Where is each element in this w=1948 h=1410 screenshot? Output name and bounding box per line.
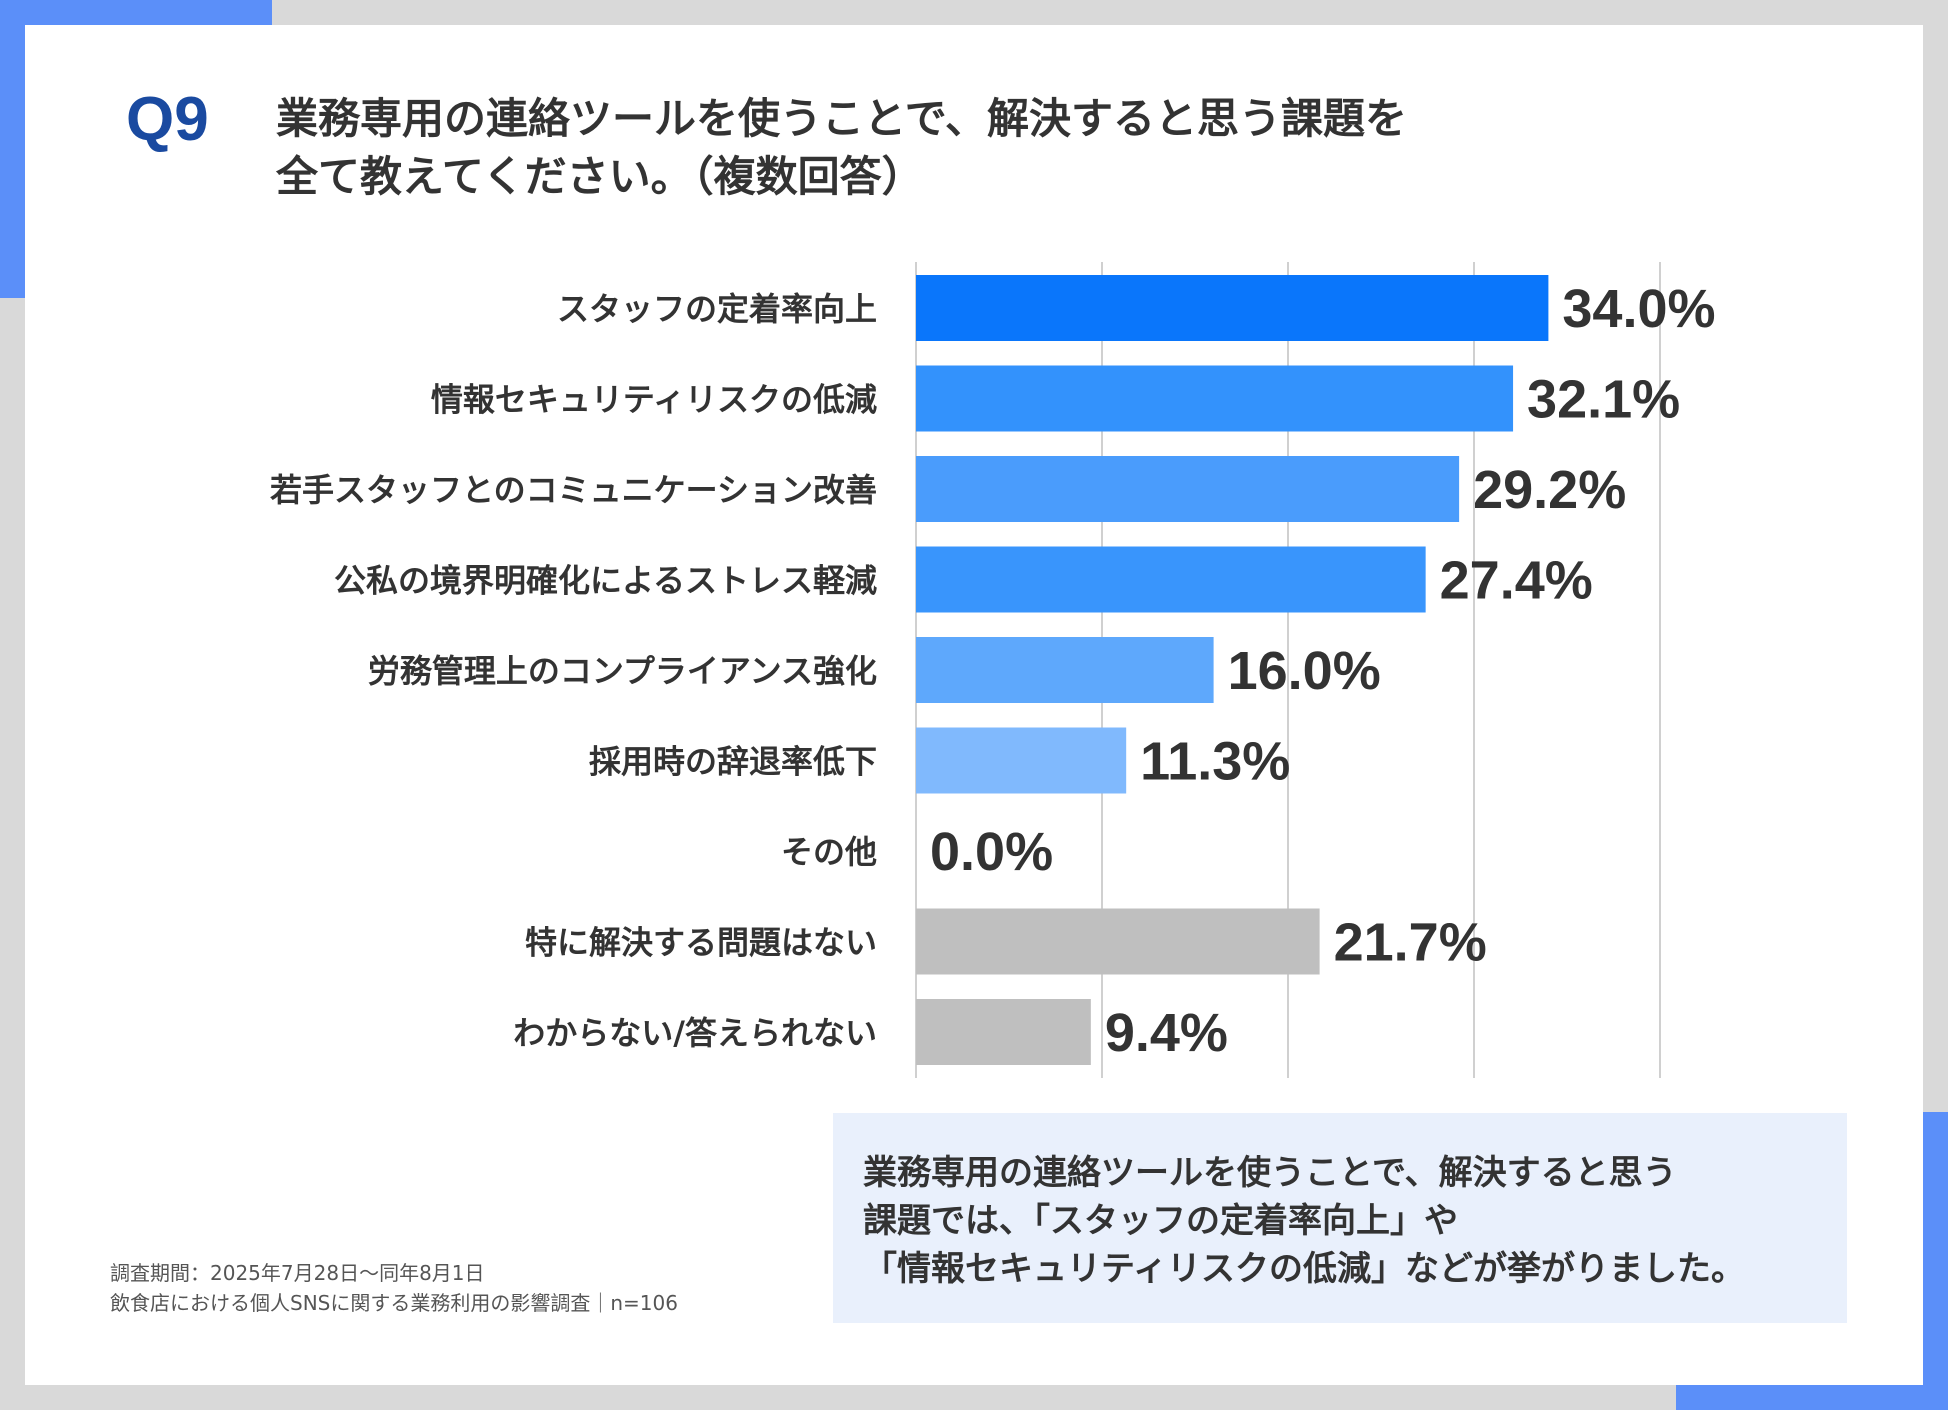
category-label: スタッフの定着率向上 [557, 290, 877, 328]
category-label: 労務管理上のコンプライアンス強化 [368, 652, 877, 690]
corner-accent-top-left-horizontal [0, 0, 272, 25]
value-label: 34.0% [1562, 279, 1715, 339]
corner-accent-bottom-right-vertical [1923, 1112, 1948, 1410]
summary-line-2: 課題では、「スタッフの定着率向上」や [863, 1201, 1458, 1241]
value-label: 27.4% [1440, 551, 1593, 611]
bar [916, 365, 1514, 432]
summary-line-1: 業務専用の連絡ツールを使うことで、解決すると思う [863, 1153, 1677, 1193]
value-label: 32.1% [1527, 370, 1680, 430]
survey-source: 飲食店における個人SNSに関する業務利用の影響調査｜n=106 [110, 1291, 678, 1315]
corner-accent-top-left-vertical [0, 0, 25, 298]
bar [916, 637, 1214, 703]
summary-line-3: 「情報セキュリティリスクの低減」などが挙がりました。 [863, 1249, 1745, 1289]
category-label: 採用時の辞退率低下 [589, 743, 877, 781]
category-label: わからない/答えられない [513, 1014, 877, 1052]
question-title: 業務専用の連絡ツールを使うことで、解決すると思う課題を 全て教えてください。（複… [276, 90, 1676, 206]
category-label: その他 [781, 833, 877, 871]
survey-period: 調査期間：2025年7月28日～同年8月1日 [110, 1261, 485, 1285]
bar [916, 727, 1127, 794]
corner-accent-bottom-right-horizontal [1676, 1385, 1948, 1410]
category-label: 若手スタッフとのコミュニケーション改善 [270, 471, 877, 509]
value-label: 29.2% [1473, 460, 1626, 520]
bar [916, 275, 1549, 341]
summary-box: 業務専用の連絡ツールを使うことで、解決すると思う 課題では、「スタッフの定着率向… [833, 1113, 1847, 1323]
question-title-line-2: 全て教えてください。（複数回答） [276, 152, 924, 201]
value-label: 0.0% [930, 822, 1053, 882]
question-title-line-1: 業務専用の連絡ツールを使うことで、解決すると思う課題を [276, 94, 1408, 143]
value-label: 16.0% [1228, 641, 1381, 701]
category-label: 公私の境界明確化によるストレス軽減 [334, 562, 877, 600]
survey-footnote: 調査期間：2025年7月28日～同年8月1日 飲食店における個人SNSに関する業… [110, 1258, 678, 1318]
category-label: 特に解決する問題はない [525, 924, 877, 962]
bar [916, 546, 1426, 613]
value-label: 9.4% [1105, 1003, 1228, 1063]
bar [916, 456, 1460, 522]
bar [916, 999, 1091, 1065]
value-label: 21.7% [1334, 913, 1487, 973]
category-label: 情報セキュリティリスクの低減 [431, 381, 877, 419]
question-number: Q9 [126, 85, 209, 154]
bar [916, 908, 1320, 975]
value-label: 11.3% [1140, 732, 1290, 792]
